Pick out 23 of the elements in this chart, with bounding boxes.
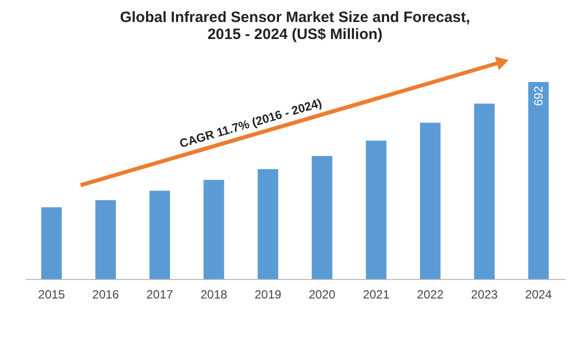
- bar: [95, 200, 116, 279]
- data-label: 692: [531, 86, 546, 106]
- bar: [420, 122, 441, 279]
- x-tick-label: 2021: [362, 288, 390, 302]
- x-tick-label: 2016: [92, 288, 120, 302]
- x-tick-label: 2018: [200, 288, 228, 302]
- bar: [312, 156, 332, 279]
- bar: [149, 190, 170, 279]
- x-tick-label: 2023: [471, 288, 498, 302]
- bar: [258, 169, 278, 279]
- bar: [528, 82, 549, 279]
- x-tick-label: 2024: [525, 288, 552, 302]
- x-tick-label: 2020: [308, 288, 336, 302]
- chart-title: Global Infrared Sensor Market Size and Forecast, 2015 - 2024 (US$ Million): [120, 9, 470, 43]
- x-tick-label: 2015: [38, 288, 66, 302]
- x-tick-label: 2019: [254, 288, 282, 302]
- bar: [41, 207, 62, 279]
- bar: [366, 140, 386, 279]
- annotation: CAGR 11.7% (2016 - 2024): [178, 96, 324, 151]
- x-tick-label: 2017: [146, 288, 174, 302]
- bar: [474, 104, 495, 279]
- bar: [204, 180, 224, 279]
- x-tick-label: 2022: [416, 288, 444, 302]
